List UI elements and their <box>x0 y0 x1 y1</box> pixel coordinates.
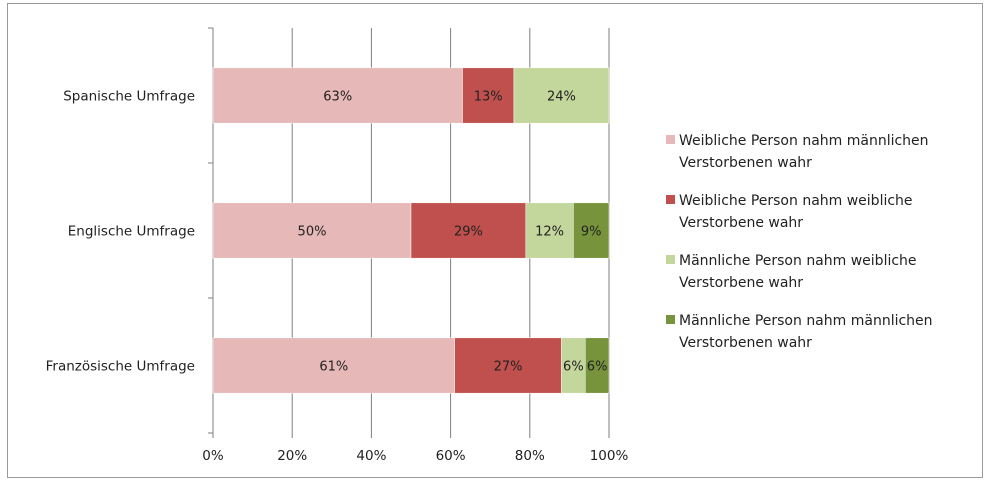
data-labels: 63% 13% 24% 50% 29% 12% 9% 61% 27% 6% 6% <box>298 90 608 375</box>
legend-swatch <box>666 135 675 144</box>
bar-segment <box>573 202 610 259</box>
legend-entry-label: Verstorbenen wahr <box>679 155 812 171</box>
x-tick-label: 20% <box>277 448 307 464</box>
bar-segment <box>525 202 574 259</box>
data-label: 61% <box>319 360 348 375</box>
bars <box>212 67 610 394</box>
legend-swatch <box>666 315 675 324</box>
bar-segment <box>212 337 455 394</box>
bar-segment <box>462 67 515 124</box>
x-tick-label: 60% <box>436 448 466 464</box>
legend-entry-label: Verstorbene wahr <box>679 215 803 231</box>
legend-entry-label: Weibliche Person nahm männlichen <box>679 133 929 149</box>
category-label: Spanische Umfrage <box>63 89 195 105</box>
data-label: 12% <box>535 225 564 240</box>
legend-swatch <box>666 255 675 264</box>
x-tick-label: 100% <box>590 448 629 464</box>
data-label: 6% <box>587 360 608 375</box>
data-label: 6% <box>563 360 584 375</box>
data-label: 29% <box>454 225 483 240</box>
data-label: 27% <box>494 360 523 375</box>
legend: Weibliche Person nahm männlichen Verstorb… <box>666 133 933 351</box>
legend-entry-label: Verstorbenen wahr <box>679 335 812 351</box>
bar-segment <box>584 337 610 394</box>
category-label: Französische Umfrage <box>46 359 195 375</box>
x-tick-label: 0% <box>202 448 224 464</box>
bar-segment <box>212 202 412 259</box>
legend-swatch <box>666 195 675 204</box>
bar-segment <box>410 202 527 259</box>
legend-entry-label: Männliche Person nahm weibliche <box>679 253 917 269</box>
legend-entry-label: Männliche Person nahm männlichen <box>679 313 933 329</box>
x-tick-label: 80% <box>515 448 545 464</box>
bar-segment <box>513 67 610 124</box>
x-tick-label: 40% <box>356 448 386 464</box>
data-label: 50% <box>298 225 327 240</box>
data-label: 13% <box>474 90 503 105</box>
bar-segment <box>454 337 562 394</box>
data-label: 9% <box>581 225 602 240</box>
category-label: Englische Umfrage <box>68 224 195 240</box>
data-label: 63% <box>323 90 352 105</box>
legend-entry-label: Weibliche Person nahm weibliche <box>679 193 913 209</box>
data-label: 24% <box>547 90 576 105</box>
legend-entry-label: Verstorbene wahr <box>679 275 803 291</box>
